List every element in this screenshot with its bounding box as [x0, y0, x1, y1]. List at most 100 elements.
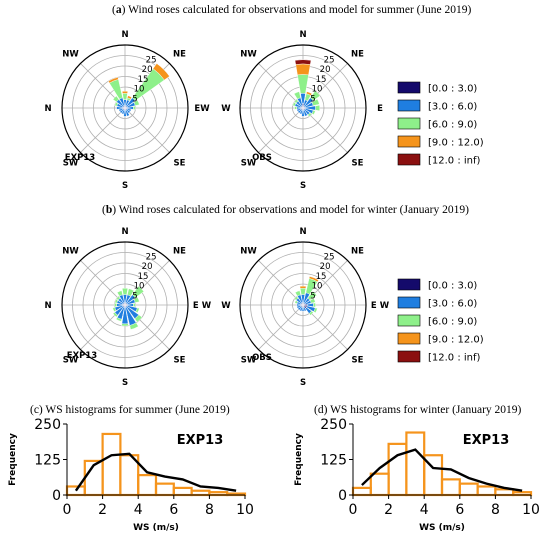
y-axis-label: Frequency [294, 433, 304, 486]
rose-bar [121, 91, 129, 94]
radial-tick-label: 10 [312, 85, 323, 95]
compass-label: N [299, 30, 306, 40]
outer-ring [61, 241, 189, 369]
rose-bar [121, 323, 129, 327]
legend-entry: [9.0 : 12.0) [428, 138, 484, 149]
rose-bar [294, 290, 301, 297]
radial-tick-label: 5 [310, 94, 315, 104]
hist-bar [387, 442, 408, 497]
radial-tick-label: 15 [316, 75, 327, 85]
hist-bar [369, 472, 390, 497]
rose-bar [294, 59, 312, 65]
hist-bar [172, 486, 193, 497]
hist-bar [458, 482, 479, 497]
rose-bar [112, 95, 120, 103]
rose-bar [294, 300, 298, 304]
rose-bar [299, 285, 307, 289]
legend-swatch [397, 135, 421, 148]
rose-bar [119, 108, 125, 114]
x-tick-label: 6 [169, 502, 178, 518]
legend-entry: [12.0 : inf) [428, 353, 481, 364]
compass-label: N [44, 301, 51, 311]
compass-label: W [221, 104, 231, 114]
x-tick-label: 0 [63, 502, 72, 518]
compass-label: N [299, 227, 306, 237]
compass-label: SE [351, 355, 363, 365]
rose-bar [309, 298, 316, 304]
radial-tick-label: 15 [138, 75, 149, 85]
legend-entry: [3.0 : 6.0) [428, 102, 477, 113]
compass-label: W [221, 301, 231, 311]
caption-a: (a) Wind roses calculated for observatio… [112, 4, 472, 16]
hist-bar [137, 474, 158, 497]
rose-label: EXP13 [67, 351, 98, 361]
legend-swatch [397, 278, 421, 291]
caption-d: (d) WS histograms for winter (January 20… [314, 404, 522, 416]
y-tick-label: 0 [338, 488, 347, 504]
legend-swatch [397, 81, 421, 94]
rose-bar [116, 106, 124, 110]
radial-tick-label: 5 [310, 291, 315, 301]
rose-bar [296, 305, 302, 309]
windrose-a-left [61, 44, 189, 172]
x-tick-label: 10 [522, 502, 540, 518]
radial-tick-label: 25 [146, 252, 157, 262]
compass-label: SW [241, 158, 257, 168]
rose-bar [311, 110, 316, 115]
compass-label: N [121, 227, 128, 237]
grid-spoke [124, 107, 170, 153]
legend-swatch [397, 117, 421, 130]
rose-bar [303, 109, 308, 117]
rose-bar [315, 104, 321, 112]
x-tick-label: 4 [420, 502, 429, 518]
rose-bar [133, 296, 140, 303]
rose-bar [308, 310, 314, 316]
rose-bar [132, 285, 145, 298]
radial-tick-label: 25 [146, 55, 157, 65]
rose-bar [133, 303, 136, 307]
rose-bar [294, 99, 299, 104]
compass-label: SE [351, 158, 363, 168]
legend-swatch [397, 332, 421, 345]
compass-label: NE [351, 247, 364, 257]
hist-bar [101, 432, 122, 497]
legend-swatch [397, 314, 421, 327]
rose-bar [112, 312, 118, 318]
legend-entry: [9.0 : 12.0) [428, 335, 484, 346]
rose-bar [126, 108, 132, 112]
rose-bar [292, 102, 297, 107]
hist-bar [476, 485, 497, 497]
compass-label: E W [371, 301, 390, 311]
rose-bar [118, 108, 124, 112]
compass-label: SW [241, 355, 257, 365]
rose-bar [127, 288, 135, 297]
rose-bar [125, 108, 131, 114]
compass-label: NW [62, 247, 79, 257]
rose-bar [293, 91, 301, 100]
radial-tick-label: 20 [320, 262, 331, 272]
rose-bar [301, 109, 305, 117]
legend-swatch [397, 296, 421, 309]
rose-bar [135, 307, 140, 314]
rose-bar [299, 306, 303, 312]
compass-label: EW [194, 104, 210, 114]
compass-label: SE [173, 355, 185, 365]
x-tick-label: 10 [236, 502, 254, 518]
compass-label: NE [351, 50, 364, 60]
radial-tick-label: 20 [320, 65, 331, 75]
caption-a-text: Wind roses calculated for observations a… [125, 4, 472, 16]
hist-bar [494, 488, 515, 497]
windrose-b-right [239, 241, 367, 369]
rose-bar [297, 108, 303, 114]
hist-bar [154, 482, 175, 497]
compass-label: E [377, 104, 383, 114]
compass-label: N [44, 104, 51, 114]
rose-bar [311, 98, 320, 106]
compass-label: E W [193, 301, 212, 311]
x-axis-label: WS (m/s) [419, 523, 465, 533]
rose-bar [297, 74, 309, 94]
rose-bar [116, 290, 123, 297]
rose-bar [308, 276, 319, 283]
legend-entry: [6.0 : 9.0) [428, 120, 477, 131]
rose-bar [127, 95, 132, 100]
